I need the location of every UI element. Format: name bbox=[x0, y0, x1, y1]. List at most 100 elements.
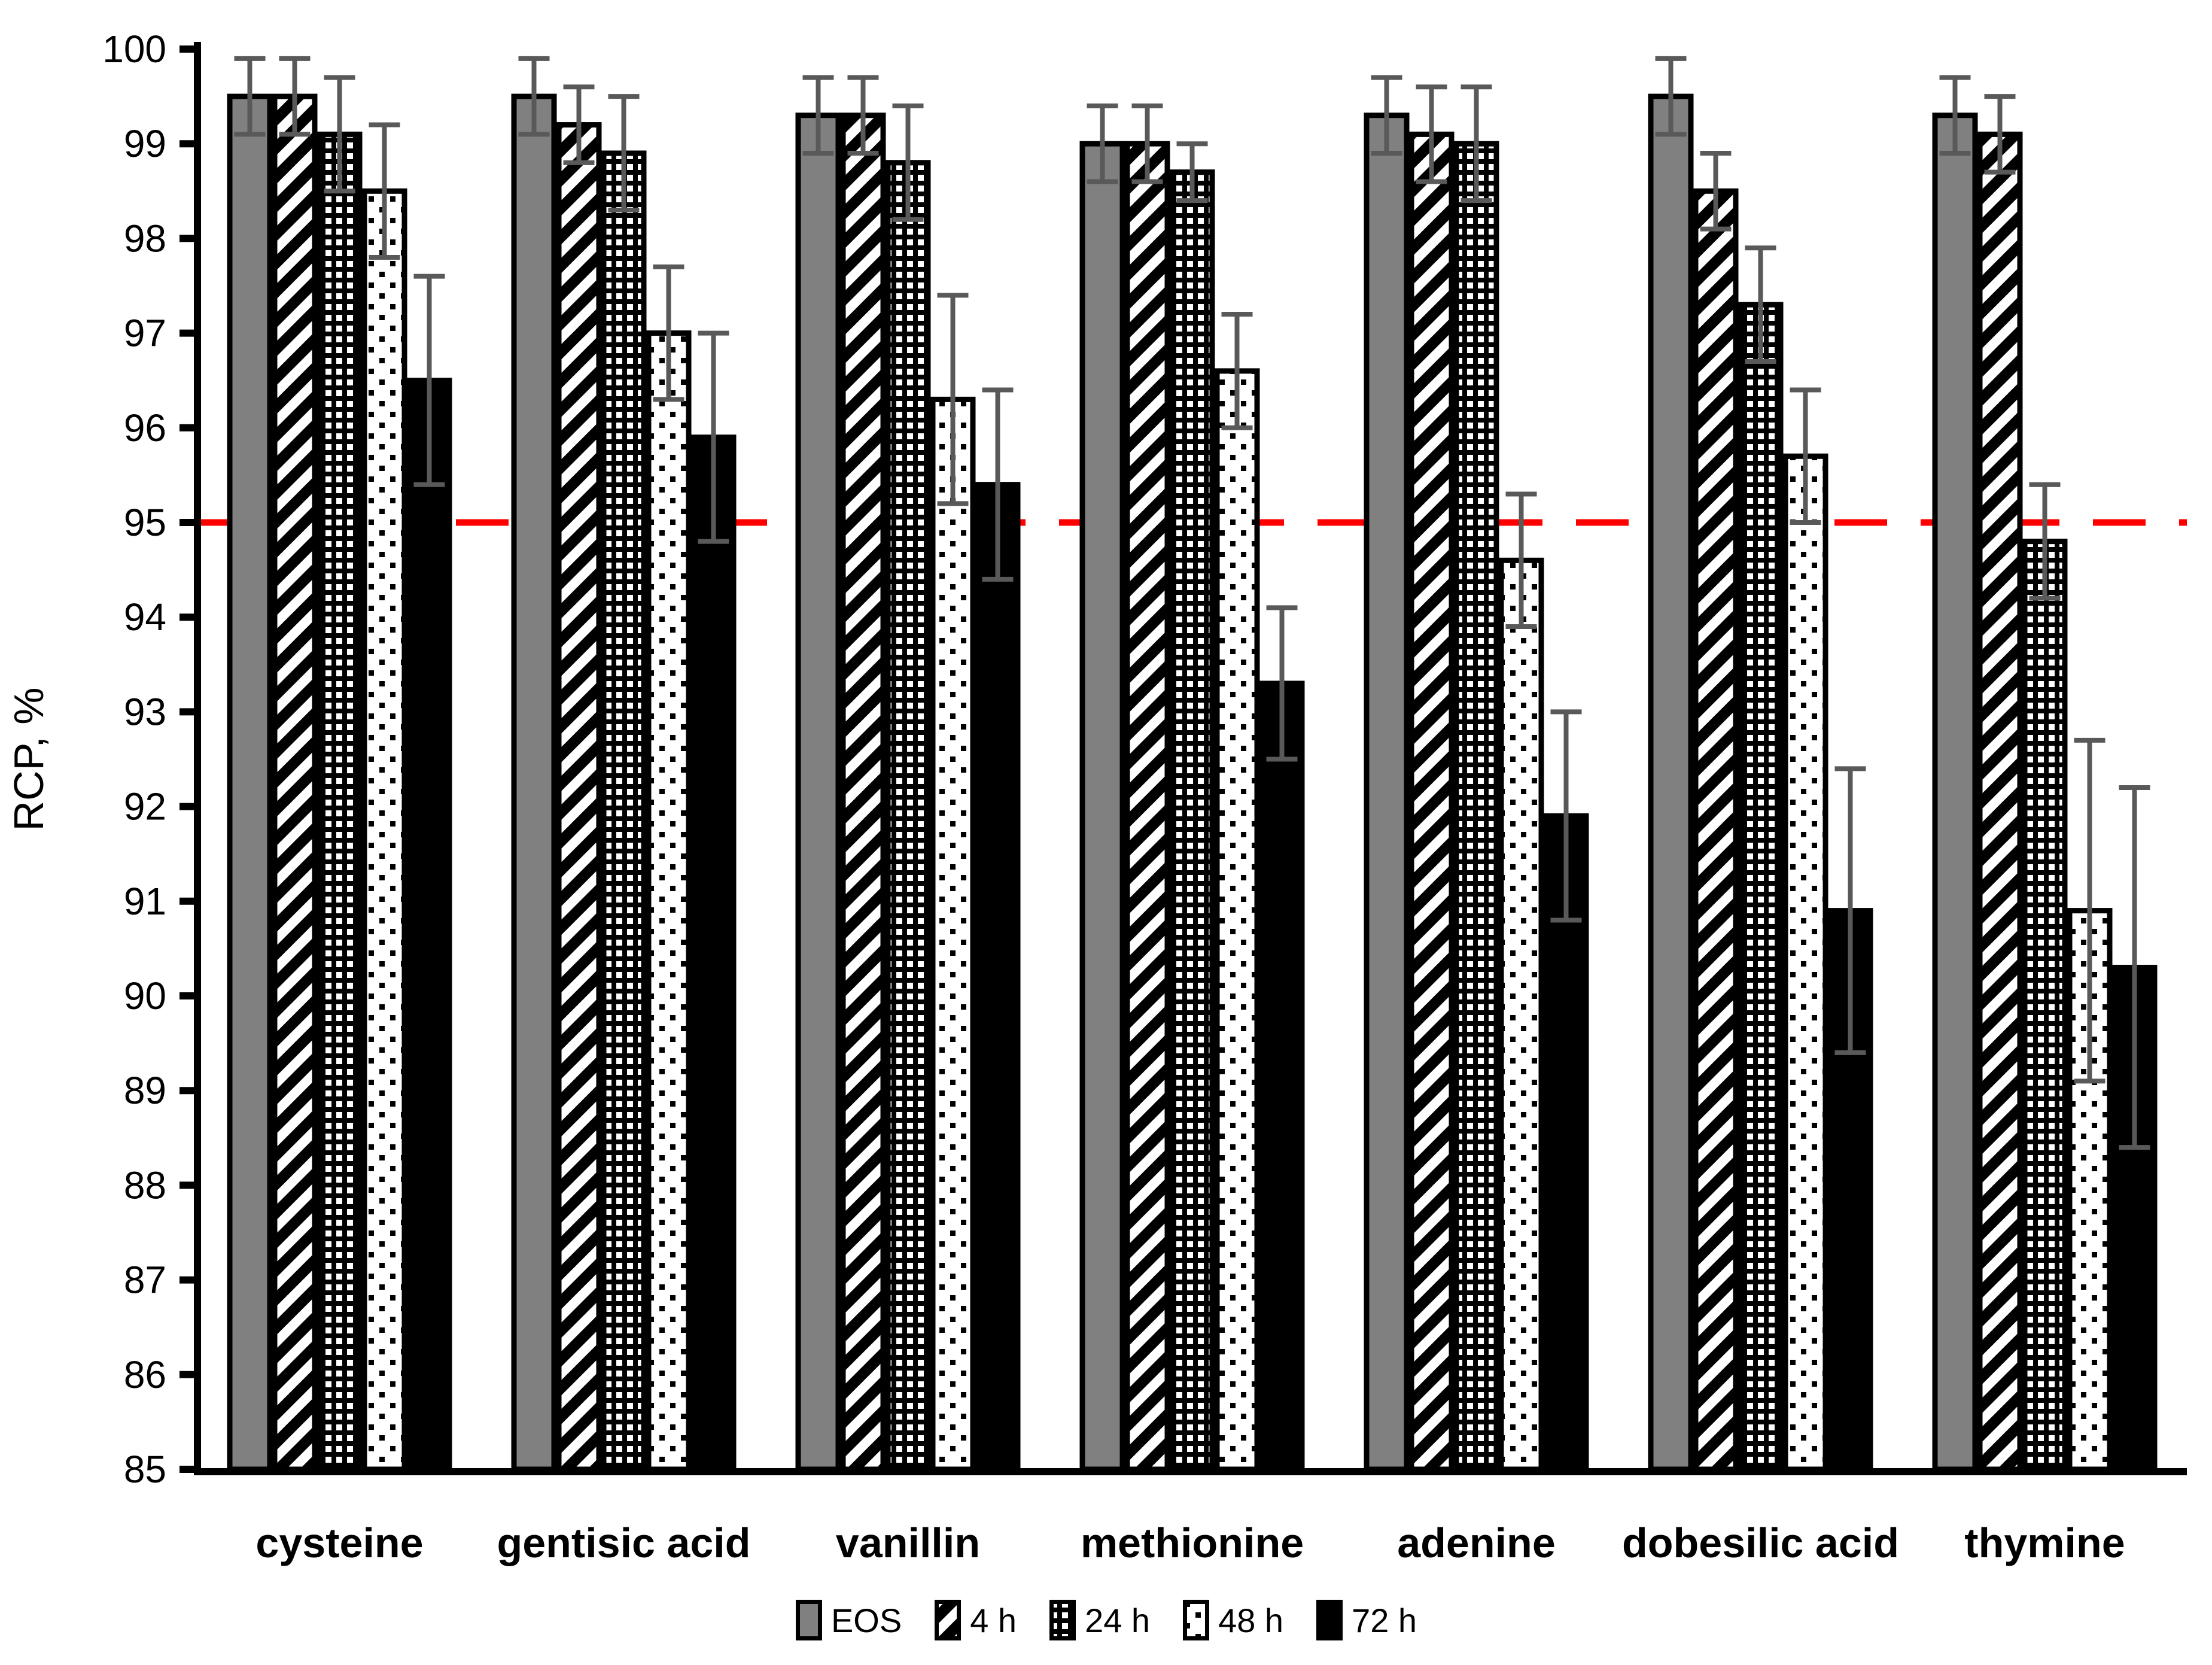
legend-item-48-h: 48 h bbox=[1182, 1599, 1283, 1641]
legend-label: 24 h bbox=[1085, 1601, 1151, 1639]
bar-24-h-methionine bbox=[1169, 169, 1215, 1472]
legend-swatch-diagonal-stripes-icon bbox=[935, 1600, 962, 1640]
bar-eos-gentisic-acid bbox=[511, 93, 557, 1472]
y-axis-title: RCP, % bbox=[5, 688, 52, 831]
error-bar-48-h-gentisic-acid bbox=[653, 264, 684, 402]
category-label-thymine: thymine bbox=[1964, 1520, 2125, 1566]
error-bar-eos-vanillin bbox=[802, 75, 834, 156]
error-bar-48-h-adenine bbox=[1505, 491, 1537, 630]
legend-item-4-h: 4 h bbox=[934, 1599, 1017, 1641]
y-tick-label: 96 bbox=[124, 406, 166, 449]
bar-72-h-cysteine bbox=[406, 378, 452, 1472]
error-bar-4-h-adenine bbox=[1416, 84, 1447, 184]
error-bar-eos-gentisic-acid bbox=[518, 56, 550, 137]
bar-48-h-gentisic-acid bbox=[646, 330, 692, 1472]
bar-4-h-adenine bbox=[1408, 131, 1455, 1472]
category-label-cysteine: cysteine bbox=[255, 1520, 423, 1566]
bar-4-h-gentisic-acid bbox=[556, 122, 602, 1472]
error-bar-72-h-thymine bbox=[2119, 785, 2150, 1150]
error-bar-4-h-thymine bbox=[1984, 94, 2016, 175]
legend-swatch-solid-black-icon bbox=[1316, 1600, 1343, 1640]
error-bar-4-h-vanillin bbox=[847, 75, 879, 156]
legend-item-eos: EOS bbox=[795, 1599, 902, 1641]
legend-swatch-solid-gray-icon bbox=[795, 1600, 822, 1640]
error-bar-eos-methionine bbox=[1087, 103, 1118, 184]
legend: EOS 4 h 24 h 48 h 72 h bbox=[0, 1599, 2212, 1641]
bar-eos-adenine bbox=[1364, 113, 1410, 1472]
error-bar-eos-cysteine bbox=[234, 56, 266, 137]
error-bar-24-h-dobesilic-acid bbox=[1745, 245, 1776, 364]
error-bar-4-h-gentisic-acid bbox=[563, 84, 595, 165]
error-bar-72-h-methionine bbox=[1266, 605, 1298, 762]
category-label-gentisic-acid: gentisic acid bbox=[497, 1520, 750, 1566]
y-tick-label: 99 bbox=[124, 122, 166, 165]
legend-swatch-grid-squares-icon bbox=[1049, 1600, 1076, 1640]
error-bar-24-h-cysteine bbox=[324, 75, 355, 194]
y-tick-label: 92 bbox=[124, 785, 166, 828]
y-tick-label: 86 bbox=[124, 1353, 166, 1396]
y-tick-label: 88 bbox=[124, 1163, 166, 1207]
error-bar-24-h-methionine bbox=[1176, 141, 1208, 203]
category-label-methionine: methionine bbox=[1081, 1520, 1304, 1566]
bar-48-h-dobesilic-acid bbox=[1782, 453, 1828, 1472]
error-bar-24-h-adenine bbox=[1461, 84, 1492, 203]
legend-item-24-h: 24 h bbox=[1049, 1599, 1150, 1641]
error-bar-48-h-dobesilic-acid bbox=[1790, 387, 1821, 525]
bar-4-h-methionine bbox=[1124, 141, 1170, 1472]
category-label-adenine: adenine bbox=[1397, 1520, 1556, 1566]
y-tick-label: 91 bbox=[124, 880, 166, 923]
bar-72-h-methionine bbox=[1259, 680, 1305, 1472]
error-bar-72-h-adenine bbox=[1550, 709, 1582, 923]
bar-4-h-dobesilic-acid bbox=[1693, 188, 1739, 1472]
category-label-vanillin: vanillin bbox=[836, 1520, 980, 1566]
bar-eos-cysteine bbox=[227, 93, 273, 1472]
error-bar-4-h-dobesilic-acid bbox=[1700, 151, 1732, 232]
bar-72-h-vanillin bbox=[975, 482, 1021, 1472]
bar-24-h-gentisic-acid bbox=[601, 150, 647, 1472]
y-tick-label: 97 bbox=[124, 312, 166, 355]
bar-eos-thymine bbox=[1932, 113, 1978, 1472]
error-bar-eos-thymine bbox=[1939, 75, 1971, 156]
error-bar-24-h-vanillin bbox=[892, 103, 924, 222]
bar-4-h-thymine bbox=[1977, 131, 2023, 1472]
y-tick-label: 98 bbox=[124, 217, 166, 260]
error-bar-48-h-cysteine bbox=[369, 122, 400, 260]
y-tick-label: 89 bbox=[124, 1069, 166, 1112]
bar-72-h-gentisic-acid bbox=[690, 435, 737, 1472]
error-bar-4-h-methionine bbox=[1131, 103, 1163, 184]
legend-item-72-h: 72 h bbox=[1316, 1599, 1417, 1641]
bar-4-h-vanillin bbox=[840, 113, 886, 1472]
legend-label: EOS bbox=[830, 1601, 902, 1639]
y-tick-label: 90 bbox=[124, 974, 166, 1017]
error-bar-eos-dobesilic-acid bbox=[1655, 56, 1687, 137]
y-tick-label: 100 bbox=[102, 28, 166, 71]
bar-48-h-adenine bbox=[1498, 557, 1544, 1472]
legend-label: 48 h bbox=[1218, 1601, 1284, 1639]
bar-eos-dobesilic-acid bbox=[1648, 93, 1694, 1472]
error-bar-eos-adenine bbox=[1371, 75, 1402, 156]
bar-48-h-vanillin bbox=[930, 396, 976, 1472]
bar-24-h-cysteine bbox=[317, 131, 363, 1472]
error-bar-4-h-cysteine bbox=[279, 56, 311, 137]
error-bar-48-h-methionine bbox=[1221, 311, 1253, 430]
y-tick-label: 93 bbox=[124, 690, 166, 733]
bar-eos-methionine bbox=[1079, 141, 1125, 1472]
y-tick-label: 95 bbox=[124, 501, 166, 544]
error-bar-72-h-vanillin bbox=[982, 387, 1014, 582]
bar-24-h-thymine bbox=[2022, 539, 2068, 1472]
bar-48-h-methionine bbox=[1214, 368, 1260, 1472]
y-tick-label: 94 bbox=[124, 595, 166, 639]
legend-swatch-dotted-white-icon bbox=[1183, 1600, 1210, 1640]
error-bar-48-h-vanillin bbox=[937, 293, 969, 506]
bar-24-h-dobesilic-acid bbox=[1738, 302, 1784, 1472]
bar-4-h-cysteine bbox=[272, 93, 318, 1472]
bar-24-h-vanillin bbox=[885, 160, 931, 1472]
error-bar-48-h-thymine bbox=[2074, 737, 2105, 1084]
error-bar-24-h-thymine bbox=[2029, 482, 2061, 601]
bar-eos-vanillin bbox=[795, 113, 841, 1472]
bar-48-h-cysteine bbox=[361, 188, 407, 1472]
legend-label: 4 h bbox=[970, 1601, 1017, 1639]
error-bar-24-h-gentisic-acid bbox=[608, 94, 640, 212]
category-label-dobesilic-acid: dobesilic acid bbox=[1622, 1520, 1899, 1566]
